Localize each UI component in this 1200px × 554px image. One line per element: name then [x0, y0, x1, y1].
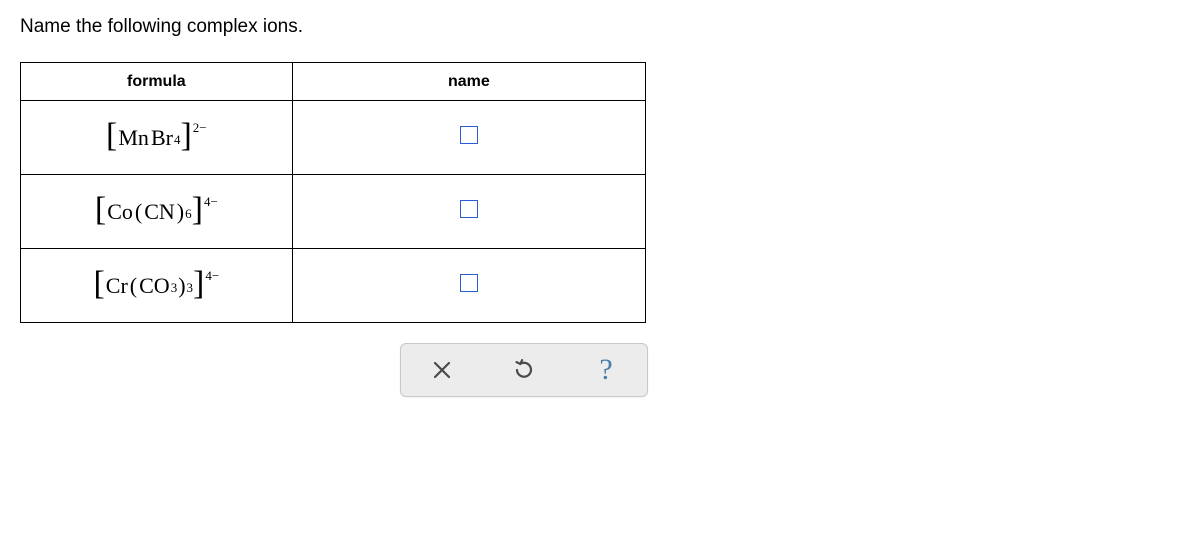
charge-superscript: 2−: [193, 120, 207, 136]
right-bracket-icon: ]: [180, 119, 191, 153]
metal-symbol: Cr: [105, 273, 129, 299]
action-bar: ?: [400, 343, 648, 397]
inner-subscript: 3: [171, 280, 178, 296]
name-input[interactable]: [460, 126, 478, 144]
table-row: [ Cr(CO3)3 ]4−: [21, 249, 646, 323]
name-cell: [292, 249, 645, 323]
right-bracket-icon: ]: [192, 193, 203, 227]
table-header-row: formula name: [21, 63, 646, 101]
formula-display: [ Co(CN)6 ]4−: [95, 195, 218, 229]
ligand-symbol: Br: [150, 125, 174, 151]
help-button[interactable]: ?: [586, 350, 626, 390]
ligand-symbol: CN: [143, 199, 176, 225]
undo-icon: [511, 357, 537, 383]
name-input[interactable]: [460, 274, 478, 292]
ligand-symbol: CO: [138, 273, 171, 299]
name-cell: [292, 175, 645, 249]
name-input[interactable]: [460, 200, 478, 218]
formula-cell: [ Cr(CO3)3 ]4−: [21, 249, 293, 323]
charge-superscript: 4−: [204, 194, 218, 210]
left-bracket-icon: [: [106, 119, 117, 153]
metal-symbol: Co: [106, 199, 134, 225]
ligand-close-paren: ): [176, 199, 185, 225]
left-bracket-icon: [: [93, 267, 104, 301]
reset-button[interactable]: [504, 350, 544, 390]
formula-display: [ MnBr4 ]2−: [106, 121, 207, 155]
name-cell: [292, 101, 645, 175]
ligand-open-paren: (: [129, 273, 138, 299]
close-icon: [431, 359, 453, 381]
table-row: [ Co(CN)6 ]4−: [21, 175, 646, 249]
ligand-open-paren: (: [134, 199, 143, 225]
ion-table: formula name [ MnBr4 ]2− [ Co(CN)6 ]4: [20, 62, 646, 323]
charge-superscript: 4−: [205, 268, 219, 284]
right-bracket-icon: ]: [193, 267, 204, 301]
header-name: name: [292, 63, 645, 101]
table-row: [ MnBr4 ]2−: [21, 101, 646, 175]
help-icon: ?: [599, 353, 612, 387]
header-formula: formula: [21, 63, 293, 101]
metal-symbol: Mn: [117, 125, 150, 151]
left-bracket-icon: [: [95, 193, 106, 227]
formula-cell: [ MnBr4 ]2−: [21, 101, 293, 175]
formula-cell: [ Co(CN)6 ]4−: [21, 175, 293, 249]
ligand-close-paren: ): [177, 273, 186, 299]
question-prompt: Name the following complex ions.: [20, 16, 1180, 38]
formula-display: [ Cr(CO3)3 ]4−: [93, 269, 219, 303]
clear-button[interactable]: [422, 350, 462, 390]
